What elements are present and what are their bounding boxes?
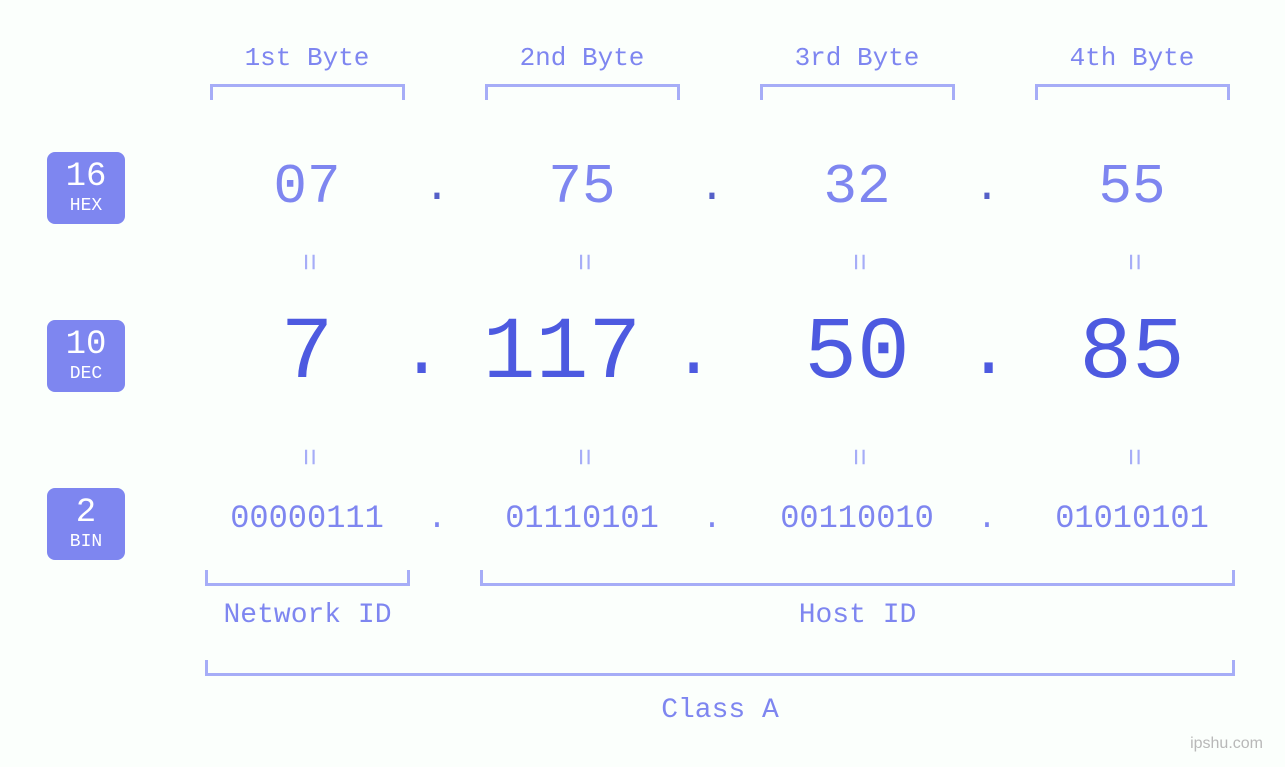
byte-header-3: 3rd Byte: [757, 43, 957, 73]
eq-dec-bin-4: =: [1115, 442, 1149, 472]
bin-byte-2: 01110101: [482, 500, 682, 537]
watermark: ipshu.com: [1190, 735, 1263, 753]
bin-dot-2: .: [692, 500, 732, 537]
eq-hex-dec-3: =: [840, 247, 874, 277]
badge-hex: 16 HEX: [47, 152, 125, 224]
badge-hex-num: 16: [47, 160, 125, 194]
eq-dec-bin-2: =: [565, 442, 599, 472]
dec-dot-1: .: [400, 313, 440, 395]
bin-byte-3: 00110010: [757, 500, 957, 537]
eq-dec-bin-3: =: [840, 442, 874, 472]
badge-bin: 2 BIN: [47, 488, 125, 560]
eq-dec-bin-1: =: [290, 442, 324, 472]
hex-dot-2: .: [692, 163, 732, 213]
badge-dec-lbl: DEC: [47, 364, 125, 386]
bracket-network: [205, 570, 410, 586]
hex-byte-4: 55: [1032, 155, 1232, 219]
badge-bin-num: 2: [47, 496, 125, 530]
bracket-top-2: [485, 84, 680, 100]
bin-byte-1: 00000111: [207, 500, 407, 537]
byte-header-1: 1st Byte: [207, 43, 407, 73]
eq-hex-dec-1: =: [290, 247, 324, 277]
hex-byte-3: 32: [757, 155, 957, 219]
dec-dot-3: .: [967, 313, 1007, 395]
bin-dot-1: .: [417, 500, 457, 537]
hex-dot-1: .: [417, 163, 457, 213]
badge-hex-lbl: HEX: [47, 196, 125, 218]
label-host-id: Host ID: [480, 600, 1235, 631]
hex-dot-3: .: [967, 163, 1007, 213]
byte-header-2: 2nd Byte: [482, 43, 682, 73]
dec-byte-3: 50: [757, 305, 957, 404]
hex-byte-2: 75: [482, 155, 682, 219]
dec-byte-2: 117: [462, 305, 662, 404]
bracket-top-3: [760, 84, 955, 100]
badge-dec: 10 DEC: [47, 320, 125, 392]
bracket-class: [205, 660, 1235, 676]
dec-byte-4: 85: [1032, 305, 1232, 404]
bin-dot-3: .: [967, 500, 1007, 537]
dec-dot-2: .: [672, 313, 712, 395]
eq-hex-dec-2: =: [565, 247, 599, 277]
badge-dec-num: 10: [47, 328, 125, 362]
eq-hex-dec-4: =: [1115, 247, 1149, 277]
bracket-top-1: [210, 84, 405, 100]
label-class: Class A: [205, 695, 1235, 726]
dec-byte-1: 7: [207, 305, 407, 404]
bin-byte-4: 01010101: [1032, 500, 1232, 537]
badge-bin-lbl: BIN: [47, 532, 125, 554]
bracket-top-4: [1035, 84, 1230, 100]
label-network-id: Network ID: [205, 600, 410, 631]
bracket-host: [480, 570, 1235, 586]
byte-header-4: 4th Byte: [1032, 43, 1232, 73]
hex-byte-1: 07: [207, 155, 407, 219]
